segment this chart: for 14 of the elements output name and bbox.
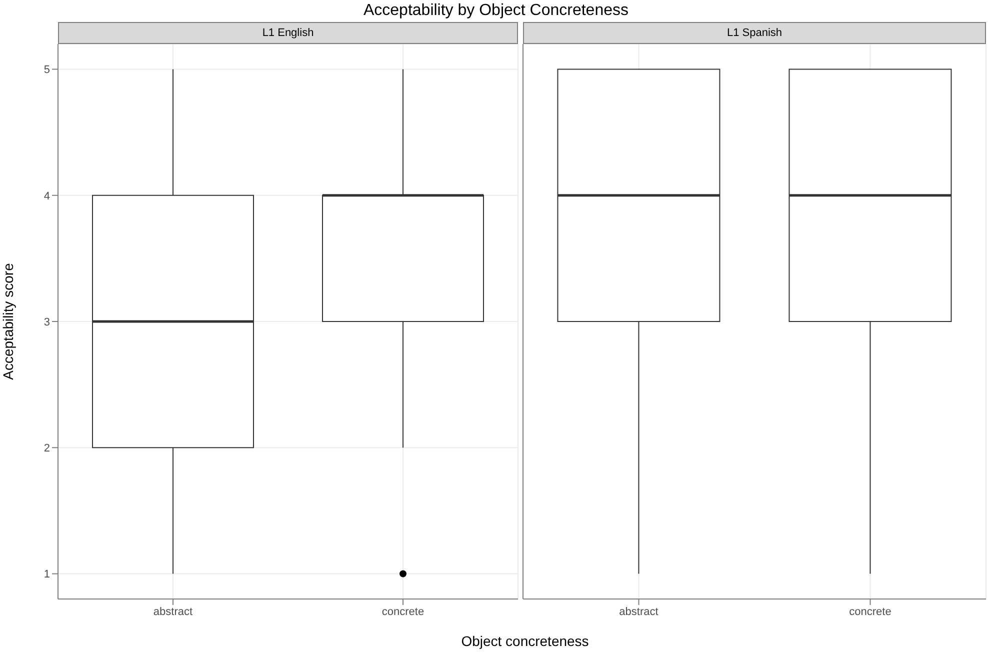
y-tick-label: 2 — [44, 442, 50, 455]
chart-subtitle: L1 English — [58, 22, 518, 44]
y-tick-label: 4 — [44, 190, 50, 202]
chart-subtitle: L1 Spanish — [523, 22, 986, 44]
y-axis-title: Acceptability score — [0, 262, 16, 380]
y-tick-label: 1 — [44, 568, 50, 581]
chart-title: Acceptability by Object Concreteness — [362, 2, 630, 20]
y-tick-label: 5 — [44, 64, 50, 76]
x-tick-label: abstract — [153, 606, 193, 618]
x-tick-label: concrete — [382, 606, 424, 618]
x-tick-label: concrete — [849, 606, 892, 618]
y-tick-label: 3 — [44, 316, 50, 328]
x-tick-label: abstract — [619, 606, 658, 618]
x-axis-title: Object concreteness — [460, 633, 590, 649]
